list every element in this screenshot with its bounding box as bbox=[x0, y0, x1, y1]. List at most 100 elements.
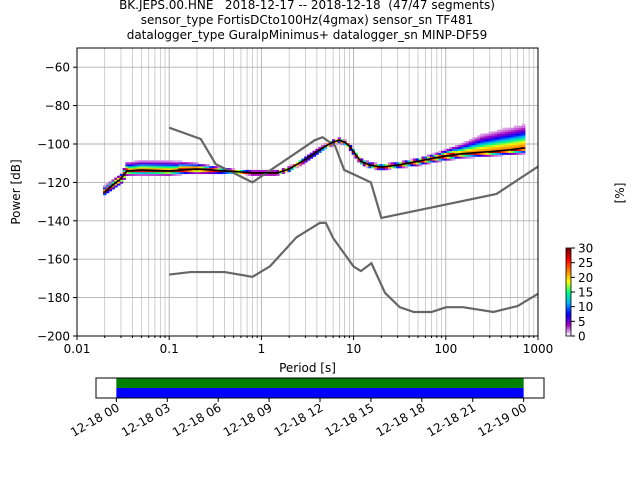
density-cell bbox=[334, 141, 339, 144]
density-cell bbox=[480, 137, 484, 140]
y-axis-label: Power [dB] bbox=[9, 159, 23, 224]
density-cell bbox=[158, 164, 163, 167]
density-cell bbox=[488, 144, 492, 148]
density-cell bbox=[496, 131, 501, 134]
density-cell bbox=[446, 156, 451, 159]
density-cell bbox=[287, 169, 291, 173]
density-cell bbox=[468, 156, 473, 159]
density-cell bbox=[516, 127, 520, 130]
density-cell bbox=[421, 160, 425, 163]
density-cell bbox=[122, 175, 127, 178]
density-cell bbox=[189, 164, 194, 167]
density-cell bbox=[505, 131, 509, 134]
density-cell bbox=[522, 131, 526, 134]
density-cell bbox=[290, 168, 294, 171]
density-cell bbox=[505, 133, 509, 136]
colorbar-segment bbox=[566, 267, 571, 269]
density-cell bbox=[273, 169, 277, 173]
density-cell bbox=[516, 148, 520, 152]
density-cell bbox=[468, 139, 473, 142]
density-cell bbox=[454, 150, 459, 153]
colorbar-segment bbox=[566, 318, 571, 321]
x-axis: 0.01 0.1 1 10 100 1000 Period [s] bbox=[64, 336, 553, 375]
density-cell bbox=[441, 152, 445, 155]
y-tick-label: −140 bbox=[37, 214, 70, 228]
density-cell bbox=[214, 171, 219, 175]
density-cell bbox=[513, 143, 518, 146]
density-cell bbox=[502, 131, 506, 134]
density-cell bbox=[192, 164, 196, 167]
density-cell bbox=[499, 152, 504, 155]
density-cell bbox=[491, 131, 495, 134]
colorbar-segment bbox=[566, 272, 571, 275]
density-cell bbox=[153, 164, 157, 167]
density-cell bbox=[125, 171, 129, 175]
density-cell bbox=[119, 173, 124, 176]
colorbar-tick-label: 0 bbox=[578, 330, 586, 344]
density-cell bbox=[318, 150, 322, 153]
grid-lines bbox=[77, 48, 538, 336]
density-cell bbox=[122, 169, 127, 173]
density-cell bbox=[482, 139, 487, 142]
density-cell bbox=[471, 154, 476, 157]
density-cell bbox=[147, 162, 152, 165]
density-cell bbox=[438, 160, 442, 163]
density-cell bbox=[139, 162, 143, 165]
density-cell bbox=[480, 143, 484, 146]
colorbar-segment bbox=[566, 327, 571, 330]
density-cell bbox=[164, 166, 168, 169]
density-cell bbox=[485, 146, 490, 150]
density-cell bbox=[262, 169, 266, 173]
colorbar-segment bbox=[566, 250, 571, 253]
density-cell bbox=[284, 169, 289, 173]
density-cell bbox=[516, 125, 520, 128]
density-cell bbox=[150, 164, 154, 167]
density-cell bbox=[306, 154, 311, 157]
density-cell bbox=[443, 158, 448, 161]
colorbar-segment bbox=[566, 259, 571, 262]
colorbar-segment bbox=[566, 293, 571, 296]
colorbar-segment bbox=[566, 277, 571, 280]
density-cell bbox=[209, 169, 213, 173]
density-cell bbox=[410, 158, 414, 161]
density-cell bbox=[158, 160, 163, 163]
density-cell bbox=[505, 135, 509, 138]
density-cell bbox=[519, 135, 523, 138]
colorbar-segment bbox=[566, 312, 571, 315]
density-cell bbox=[332, 139, 336, 142]
density-cell bbox=[128, 166, 132, 169]
density-cell bbox=[471, 143, 476, 146]
density-cell bbox=[192, 162, 196, 165]
density-cell bbox=[343, 139, 347, 142]
density-cell bbox=[502, 141, 506, 144]
density-cell bbox=[323, 143, 328, 146]
density-cell bbox=[418, 162, 423, 165]
density-cell bbox=[279, 171, 283, 175]
density-cell bbox=[522, 123, 526, 127]
density-cell bbox=[505, 139, 509, 142]
density-cell bbox=[371, 166, 375, 169]
density-cell bbox=[368, 166, 372, 169]
density-cell bbox=[144, 164, 149, 167]
density-cell bbox=[505, 129, 509, 132]
density-cell bbox=[189, 162, 194, 165]
density-cell bbox=[488, 137, 492, 140]
density-cell bbox=[480, 152, 484, 155]
density-cell bbox=[167, 160, 171, 163]
density-cell bbox=[354, 156, 358, 159]
density-cell bbox=[130, 168, 135, 171]
density-cell bbox=[513, 125, 518, 128]
density-cell bbox=[144, 166, 149, 169]
density-cell bbox=[513, 139, 518, 142]
density-cell bbox=[488, 152, 492, 155]
density-cell bbox=[474, 154, 478, 157]
y-tick-label: −60 bbox=[45, 61, 70, 75]
density-cell bbox=[251, 173, 255, 176]
density-cell bbox=[315, 148, 319, 152]
density-cell bbox=[329, 144, 333, 148]
density-cell bbox=[443, 156, 448, 159]
density-cell bbox=[454, 156, 459, 159]
density-cell bbox=[150, 166, 154, 169]
density-cell bbox=[211, 171, 216, 175]
density-cell bbox=[418, 158, 423, 161]
